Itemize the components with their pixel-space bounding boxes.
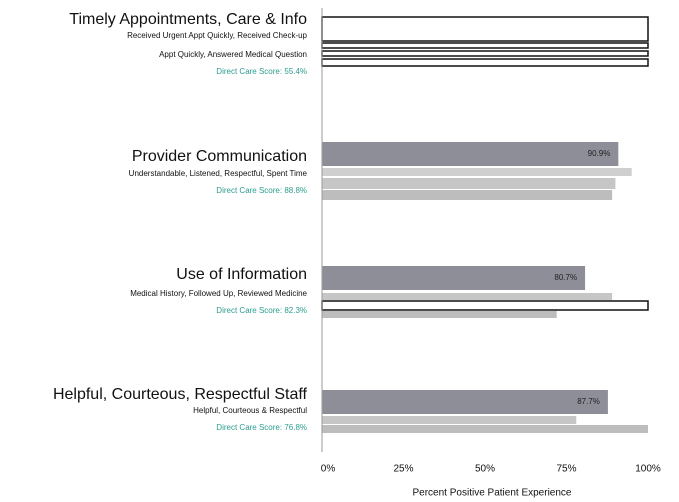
x-tick-label: 50% <box>475 464 495 475</box>
group-subtitle: Appt Quickly, Answered Medical Question <box>159 50 307 59</box>
group-title: Use of Information <box>176 266 307 283</box>
direct-care-score: Direct Care Score: 82.3% <box>216 306 307 315</box>
bar <box>321 300 649 311</box>
value-label: 80.7% <box>554 273 577 282</box>
bar <box>322 390 608 414</box>
group-title: Helpful, Courteous, Respectful Staff <box>53 386 308 403</box>
bar <box>321 50 649 57</box>
direct-care-score: Direct Care Score: 88.8% <box>216 186 307 195</box>
group-subtitle: Received Urgent Appt Quickly, Received C… <box>127 31 307 40</box>
group-subtitle: Helpful, Courteous & Respectful <box>193 406 307 415</box>
value-label: 87.7% <box>577 397 600 406</box>
group-title: Timely Appointments, Care & Info <box>69 11 307 28</box>
bar <box>322 425 648 433</box>
x-tick-label: 25% <box>393 464 413 475</box>
direct-care-score: Direct Care Score: 55.4% <box>216 67 307 76</box>
bar <box>322 178 616 189</box>
bar <box>322 190 613 200</box>
bar <box>322 168 632 176</box>
direct-care-score: Direct Care Score: 76.8% <box>216 423 307 432</box>
group-title: Provider Communication <box>132 148 307 165</box>
bar <box>321 16 649 42</box>
bar <box>322 266 586 290</box>
bar <box>322 142 619 166</box>
bar <box>321 58 649 67</box>
x-axis-label: Percent Positive Patient Experience <box>413 488 572 499</box>
bar <box>322 311 557 318</box>
value-label: 90.9% <box>588 149 611 158</box>
bar <box>322 416 577 424</box>
bar <box>321 42 649 49</box>
group-subtitle: Medical History, Followed Up, Reviewed M… <box>130 289 307 298</box>
x-tick-label: 0% <box>321 464 336 475</box>
x-tick-label: 75% <box>556 464 576 475</box>
x-tick-label: 100% <box>635 464 661 475</box>
bar <box>322 293 613 300</box>
group-subtitle: Understandable, Listened, Respectful, Sp… <box>129 169 308 178</box>
